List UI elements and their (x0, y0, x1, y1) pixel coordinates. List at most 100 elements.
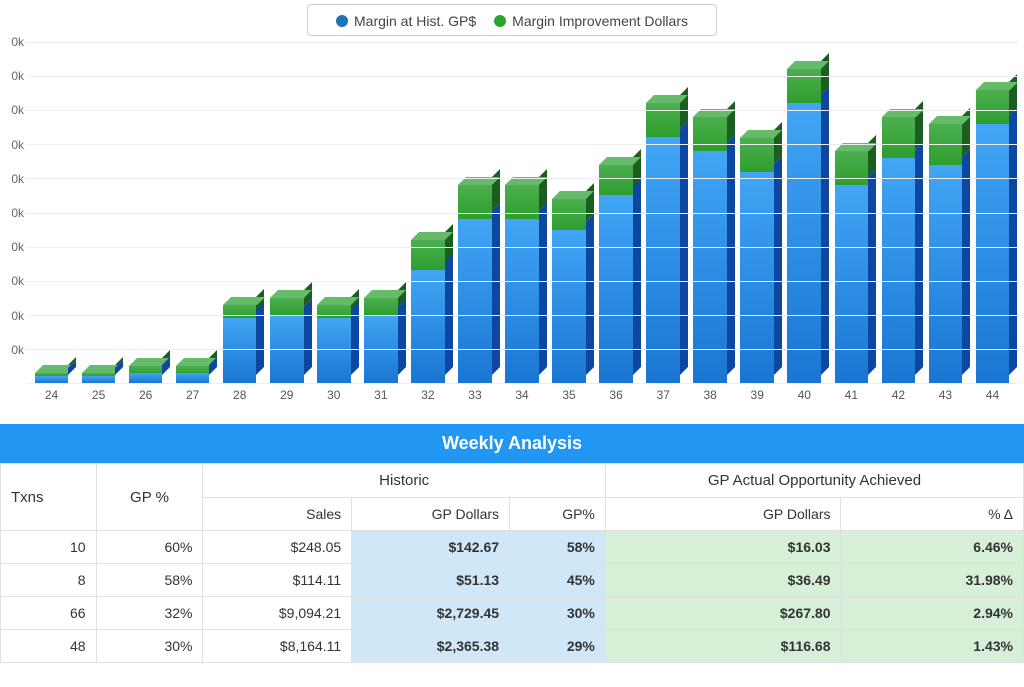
col-group-historic: Historic (203, 464, 605, 498)
y-tick: 0k (0, 240, 26, 254)
x-tick: 28 (218, 388, 261, 412)
y-tick: 0k (0, 138, 26, 152)
bar-seg-green (835, 151, 869, 185)
bar-seg-blue (176, 373, 210, 383)
cell: $9,094.21 (203, 597, 352, 630)
x-tick: 39 (736, 388, 779, 412)
table-row[interactable]: 858%$114.11$51.1345%$36.4931.98% (1, 564, 1024, 597)
cell: $51.13 (352, 564, 510, 597)
bar-seg-green (740, 138, 774, 172)
cell: 48 (1, 630, 97, 663)
bar-seg-green (270, 298, 304, 315)
bar-seg-green (882, 117, 916, 158)
cell: 45% (510, 564, 606, 597)
col-txns: Txns (1, 464, 97, 531)
cell: $8,164.11 (203, 630, 352, 663)
chart-legend: Margin at Hist. GP$ Margin Improvement D… (307, 4, 717, 36)
bar-seg-green (787, 69, 821, 103)
table-title: Weekly Analysis (0, 424, 1024, 463)
bar-seg-green (552, 199, 586, 230)
table-row[interactable]: 4830%$8,164.11$2,365.3829%$116.681.43% (1, 630, 1024, 663)
x-tick: 35 (548, 388, 591, 412)
bar-seg-blue (317, 318, 351, 383)
bar-seg-blue (787, 103, 821, 383)
bar-seg-blue (740, 172, 774, 383)
gridline (26, 349, 1018, 350)
x-tick: 36 (595, 388, 638, 412)
y-tick: 0k (0, 69, 26, 83)
plot-area (26, 42, 1018, 384)
col-gp-pct: GP % (96, 464, 203, 531)
cell: 29% (510, 630, 606, 663)
col-group-opportunity: GP Actual Opportunity Achieved (605, 464, 1023, 498)
bar-seg-blue (646, 137, 680, 383)
legend-swatch-blue (336, 15, 348, 27)
legend-swatch-green (494, 15, 506, 27)
cell: $36.49 (605, 564, 841, 597)
gridline (26, 247, 1018, 248)
x-tick: 38 (689, 388, 732, 412)
x-tick: 30 (312, 388, 355, 412)
table-row[interactable]: 1060%$248.05$142.6758%$16.036.46% (1, 531, 1024, 564)
bar-seg-blue (835, 185, 869, 383)
cell: 2.94% (841, 597, 1024, 630)
x-tick: 41 (830, 388, 873, 412)
col-pct-delta: % Δ (841, 498, 1024, 531)
gridline (26, 315, 1018, 316)
bar-seg-blue (223, 318, 257, 383)
col-opp-gp-dollars: GP Dollars (605, 498, 841, 531)
bar-seg-green (976, 90, 1010, 124)
gridline (26, 110, 1018, 111)
y-tick: 0k (0, 35, 26, 49)
bar-seg-blue (505, 219, 539, 383)
bar-seg-blue (552, 230, 586, 383)
x-tick: 29 (265, 388, 308, 412)
bar-seg-blue (976, 124, 1010, 383)
gridline (26, 213, 1018, 214)
x-axis: 2425262728293031323334353637383940414243… (26, 384, 1018, 412)
x-tick: 43 (924, 388, 967, 412)
bar-seg-green (646, 103, 680, 137)
cell: 30% (510, 597, 606, 630)
x-tick: 32 (406, 388, 449, 412)
x-tick: 42 (877, 388, 920, 412)
legend-label-hist: Margin at Hist. GP$ (354, 13, 476, 29)
bar-seg-green (317, 305, 351, 319)
cell: $267.80 (605, 597, 841, 630)
margin-chart: 0k0k0k0k0k0k0k0k0k0k 2425262728293031323… (0, 42, 1024, 412)
y-axis: 0k0k0k0k0k0k0k0k0k0k (0, 42, 26, 384)
x-tick: 40 (783, 388, 826, 412)
cell: $2,365.38 (352, 630, 510, 663)
y-tick: 0k (0, 309, 26, 323)
bar-seg-blue (599, 195, 633, 383)
cell: $114.11 (203, 564, 352, 597)
bar-seg-green (176, 366, 210, 373)
gridline (26, 42, 1018, 43)
legend-label-improve: Margin Improvement Dollars (512, 13, 688, 29)
cell: 60% (96, 531, 203, 564)
bar-seg-blue (129, 373, 163, 383)
x-tick: 33 (453, 388, 496, 412)
x-tick: 25 (77, 388, 120, 412)
weekly-analysis-table: Txns GP % Historic GP Actual Opportunity… (0, 463, 1024, 663)
bar-seg-green (505, 185, 539, 219)
cell: 58% (96, 564, 203, 597)
cell: 31.98% (841, 564, 1024, 597)
col-gp-dollars: GP Dollars (352, 498, 510, 531)
gridline (26, 144, 1018, 145)
cell: 1.43% (841, 630, 1024, 663)
cell: $2,729.45 (352, 597, 510, 630)
x-tick: 26 (124, 388, 167, 412)
bar-seg-green (411, 240, 445, 271)
cell: 8 (1, 564, 97, 597)
table-group-header: Txns GP % Historic GP Actual Opportunity… (1, 464, 1024, 498)
table-row[interactable]: 6632%$9,094.21$2,729.4530%$267.802.94% (1, 597, 1024, 630)
cell: $248.05 (203, 531, 352, 564)
x-tick: 27 (171, 388, 214, 412)
cell: 10 (1, 531, 97, 564)
cell: 66 (1, 597, 97, 630)
gridline (26, 76, 1018, 77)
bar-seg-blue (411, 270, 445, 383)
cell: 58% (510, 531, 606, 564)
x-tick: 44 (971, 388, 1014, 412)
